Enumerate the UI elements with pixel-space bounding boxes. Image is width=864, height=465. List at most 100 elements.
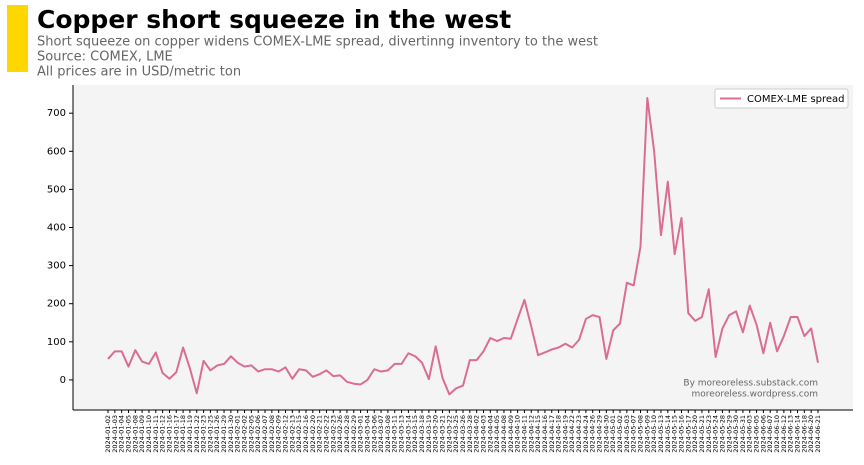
x-tick-label: 2024-05-09 xyxy=(643,415,651,453)
x-tick-label: 2024-01-26 xyxy=(213,415,221,453)
x-tick-label: 2024-05-23 xyxy=(705,415,713,453)
x-tick-label: 2024-04-17 xyxy=(548,415,556,453)
x-tick-label: 2024-03-13 xyxy=(398,415,406,453)
x-tick-label: 2024-06-07 xyxy=(766,415,774,453)
x-tick-label: 2024-05-10 xyxy=(650,415,658,453)
x-tick-label: 2024-01-17 xyxy=(172,415,180,453)
x-tick-label: 2024-02-08 xyxy=(268,415,276,453)
x-tick-label: 2024-01-04 xyxy=(118,415,126,453)
y-tick-label: 500 xyxy=(47,184,66,195)
plot-area xyxy=(73,85,853,410)
x-tick-label: 2024-02-12 xyxy=(282,415,290,453)
x-tick-label: 2024-05-01 xyxy=(609,415,617,453)
x-tick-label: 2024-01-16 xyxy=(165,415,173,453)
x-tick-label: 2024-02-05 xyxy=(247,415,255,453)
chart-title: Copper short squeeze in the west xyxy=(37,5,511,34)
x-tick-label: 2024-05-29 xyxy=(725,415,733,453)
x-tick-label: 2024-05-07 xyxy=(630,415,638,453)
x-tick-label: 2024-01-25 xyxy=(206,415,214,453)
x-tick-label: 2024-03-04 xyxy=(363,415,371,453)
x-tick-label: 2024-05-20 xyxy=(691,415,699,453)
watermark: By moreoreless.substack.com xyxy=(683,379,818,389)
x-tick-label: 2024-04-05 xyxy=(493,415,501,453)
x-tick-label: 2024-02-20 xyxy=(309,415,317,453)
x-tick-label: 2024-06-12 xyxy=(780,415,788,453)
x-tick-label: 2024-02-26 xyxy=(336,415,344,453)
x-tick-label: 2024-01-30 xyxy=(227,415,235,453)
x-tick-label: 2024-05-21 xyxy=(698,415,706,453)
chart-subtitle: Short squeeze on copper widens COMEX-LME… xyxy=(37,35,598,50)
x-tick-label: 2024-01-29 xyxy=(220,415,228,453)
x-tick-label: 2024-03-08 xyxy=(384,415,392,453)
x-tick-label: 2024-03-28 xyxy=(466,415,474,453)
x-tick-label: 2024-02-09 xyxy=(275,415,283,453)
x-tick-label: 2024-04-09 xyxy=(507,415,515,453)
x-tick-label: 2024-04-10 xyxy=(514,415,522,453)
x-tick-label: 2024-03-19 xyxy=(425,415,433,453)
x-tick-label: 2024-03-15 xyxy=(411,415,419,453)
line xyxy=(107,96,819,396)
x-tick-label: 2024-01-03 xyxy=(111,415,119,453)
x-tick-label: 2024-03-20 xyxy=(432,415,440,453)
x-tick-label: 2024-04-12 xyxy=(527,415,535,453)
x-tick-label: 2024-05-16 xyxy=(677,415,685,453)
x-tick-label: 2024-02-21 xyxy=(316,415,324,453)
x-tick-label: 2024-04-24 xyxy=(582,415,590,453)
accent-bar xyxy=(7,5,28,72)
x-tick-label: 2024-06-13 xyxy=(787,415,795,453)
x-tick-label: 2024-02-06 xyxy=(254,415,262,453)
chart-note: All prices are in USD/metric ton xyxy=(37,65,241,80)
x-tick-label: 2024-06-18 xyxy=(800,415,808,453)
x-tick-label: 2024-05-03 xyxy=(623,415,631,453)
x-tick-label: 2024-06-20 xyxy=(807,415,815,453)
x-tick-label: 2024-03-25 xyxy=(452,415,460,453)
x-tick-label: 2024-01-02 xyxy=(104,415,112,453)
x-tick-label: 2024-03-26 xyxy=(459,415,467,453)
x-tick-label: 2024-03-21 xyxy=(439,415,447,453)
y-tick-label: 700 xyxy=(47,108,66,119)
x-tick-label: 2024-05-30 xyxy=(732,415,740,453)
x-tick-label: 2024-04-16 xyxy=(541,415,549,453)
x-tick-label: 2024-05-14 xyxy=(664,415,672,453)
x-tick-label: 2024-05-08 xyxy=(637,415,645,453)
x-tick-label: 2024-05-31 xyxy=(739,415,747,453)
x-tick-label: 2024-02-28 xyxy=(343,415,351,453)
x-tick-label: 2024-03-11 xyxy=(391,415,399,453)
x-tick-label: 2024-05-02 xyxy=(616,415,624,453)
x-tick-label: 2024-04-03 xyxy=(479,415,487,453)
x-tick-label: 2024-06-03 xyxy=(746,415,754,453)
x-tick-label: 2024-04-04 xyxy=(486,415,494,453)
x-tick-label: 2024-01-08 xyxy=(131,415,139,453)
x-tick-label: 2024-04-22 xyxy=(568,415,576,453)
x-tick-label: 2024-01-19 xyxy=(186,415,194,453)
y-tick-label: 200 xyxy=(47,299,66,310)
legend-box xyxy=(714,88,849,109)
x-tick-label: 2024-02-29 xyxy=(350,415,358,453)
x-tick-label: 2024-02-13 xyxy=(288,415,296,453)
x-tick-label: 2024-02-15 xyxy=(295,415,303,453)
x-tick-label: 2024-01-09 xyxy=(138,415,146,453)
x-tick-label: 2024-01-22 xyxy=(193,415,201,453)
x-tick-label: 2024-06-05 xyxy=(753,415,761,453)
x-tick-label: 2024-02-22 xyxy=(322,415,330,453)
x-tick-label: 2024-05-15 xyxy=(671,415,679,453)
x-tick-label: 2024-06-21 xyxy=(814,415,822,453)
y-tick-label: 400 xyxy=(47,222,66,233)
x-tick-label: 2024-04-23 xyxy=(575,415,583,453)
x-tick-label: 2024-03-07 xyxy=(377,415,385,453)
x-tick-label: 2024-01-12 xyxy=(159,415,167,453)
x-tick-label: 2024-04-11 xyxy=(520,415,528,453)
y-tick-label: 300 xyxy=(47,261,66,272)
chart-source: Source: COMEX, LME xyxy=(37,50,173,65)
x-tick-label: 2024-01-18 xyxy=(179,415,187,453)
x-tick-label: 2024-06-06 xyxy=(759,415,767,453)
x-tick-label: 2024-04-15 xyxy=(534,415,542,453)
x-tick-label: 2024-03-22 xyxy=(445,415,453,453)
x-tick-label: 2024-03-06 xyxy=(370,415,378,453)
y-tick-label: 600 xyxy=(47,146,66,157)
y-tick-label: 0 xyxy=(60,375,66,386)
x-tick-label: 2024-06-14 xyxy=(794,415,802,453)
x-tick-label: 2024-06-10 xyxy=(773,415,781,453)
x-tick-label: 2024-05-28 xyxy=(718,415,726,453)
